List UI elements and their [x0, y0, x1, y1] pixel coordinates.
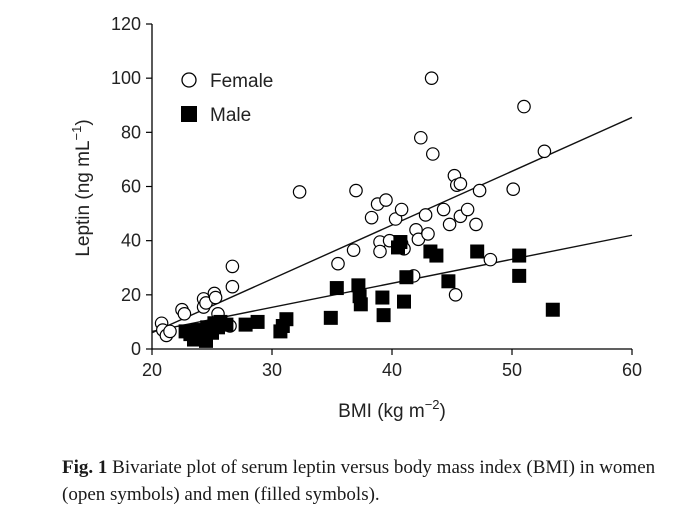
data-point-female — [472, 183, 487, 198]
x-tick-label: 30 — [262, 360, 282, 380]
data-point-male — [512, 248, 527, 263]
y-tick-label: 100 — [111, 68, 141, 88]
data-point-male — [470, 244, 485, 259]
data-point-female — [469, 217, 483, 232]
data-point-female — [292, 185, 307, 199]
data-point-female — [177, 306, 192, 321]
y-axis-label: Leptin (ng mL−1) — [69, 119, 94, 256]
data-point-male — [376, 308, 391, 323]
y-tick-label: 60 — [121, 177, 141, 197]
x-tick-label: 20 — [142, 360, 162, 380]
data-point-male — [545, 302, 560, 317]
data-point-female — [442, 217, 457, 232]
data-point-female — [379, 193, 393, 207]
y-tick-label: 20 — [121, 285, 141, 305]
data-point-male — [399, 270, 414, 285]
data-point-female — [413, 130, 428, 145]
data-point-male — [250, 314, 265, 329]
data-point-male — [323, 310, 338, 325]
data-point-female — [388, 212, 403, 226]
data-point-male — [441, 274, 456, 289]
data-point-female — [394, 202, 409, 217]
data-point-female — [453, 176, 468, 191]
data-point-male — [329, 281, 344, 296]
data-point-female — [506, 182, 520, 197]
data-point-female — [349, 183, 363, 198]
legend-marker-female — [181, 72, 197, 88]
data-point-female — [537, 144, 552, 159]
data-point-female — [331, 256, 345, 271]
data-point-female — [436, 202, 451, 217]
data-point-male — [512, 268, 527, 283]
data-point-female — [448, 288, 463, 302]
data-point-female — [346, 243, 361, 257]
y-tick-label: 40 — [121, 231, 141, 251]
data-point-male — [279, 312, 294, 327]
x-axis-label: BMI (kg m−2) — [338, 397, 446, 422]
data-point-female — [517, 99, 531, 114]
data-point-male — [393, 235, 408, 250]
data-point-female — [163, 324, 177, 339]
data-point-female — [364, 210, 379, 225]
legend-marker-male — [181, 106, 197, 122]
data-point-female — [460, 202, 475, 217]
data-points — [154, 71, 560, 348]
data-point-female — [225, 259, 240, 274]
caption-text: Bivariate plot of serum leptin versus bo… — [62, 457, 656, 505]
legend-label-male: Male — [210, 105, 251, 126]
data-point-male — [429, 248, 444, 263]
data-point-female — [483, 252, 498, 267]
regression-lines — [151, 116, 633, 334]
data-point-male — [351, 278, 366, 293]
y-tick-label: 80 — [121, 122, 141, 142]
data-point-female — [373, 244, 387, 259]
data-point-male — [375, 290, 390, 305]
x-tick-label: 60 — [622, 360, 642, 380]
regression-line-female — [151, 116, 633, 334]
data-point-female — [421, 227, 435, 241]
data-point-female — [424, 71, 439, 85]
data-point-male — [353, 297, 368, 312]
x-tick-label: 40 — [382, 360, 402, 380]
regression-line-male — [151, 234, 633, 333]
series-male — [178, 235, 560, 348]
data-point-female — [225, 279, 240, 294]
legend: Female Male — [181, 71, 273, 126]
data-point-male — [397, 294, 411, 309]
data-point-female — [208, 290, 223, 305]
x-tick-label: 50 — [502, 360, 522, 380]
y-tick-label: 120 — [111, 14, 141, 34]
y-tick-label: 0 — [131, 339, 141, 359]
caption-figure-number: Fig. 1 — [62, 457, 108, 478]
data-point-male — [238, 317, 253, 332]
legend-label-female: Female — [210, 71, 273, 92]
data-point-female — [418, 208, 433, 222]
figure-caption: Fig. 1 Bivariate plot of serum leptin ve… — [62, 454, 662, 508]
data-point-male — [219, 317, 234, 332]
data-point-female — [425, 147, 440, 161]
